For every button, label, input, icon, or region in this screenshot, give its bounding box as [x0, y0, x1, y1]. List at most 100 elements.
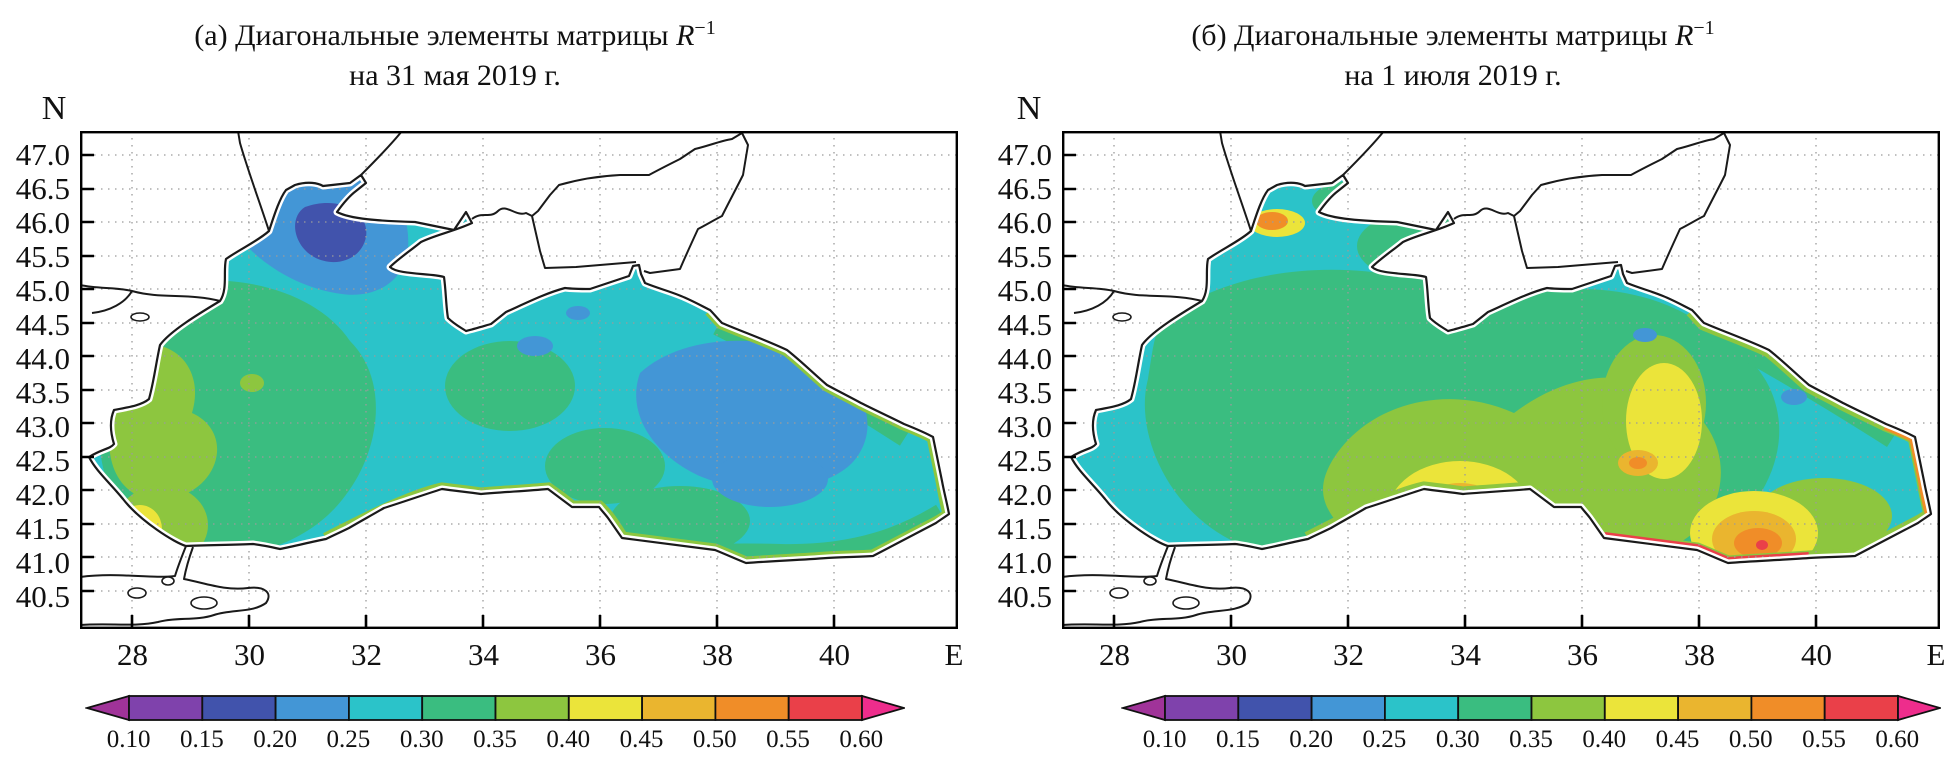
map-panel-a [80, 131, 958, 629]
fill-red-dot1 [1464, 523, 1480, 535]
x-tick-label: 34 [1450, 637, 1481, 672]
y-tick-label: 45.0 [15, 273, 70, 308]
y-tick-label: 45.5 [15, 239, 70, 274]
title-text: (б) Диагональные элементы матрицы [1191, 19, 1668, 52]
east-axis-label: E [1926, 637, 1946, 672]
fill-blue-east-spot3 [1633, 328, 1657, 342]
colorbar-arrow-right [861, 694, 905, 722]
colorbar-seg [1677, 695, 1753, 721]
colorbar-seg [1383, 695, 1460, 721]
lakes-islands [1109, 312, 1200, 610]
y-tick-label: 47.0 [15, 137, 70, 172]
colorbar-tick-label: 0.45 [619, 726, 664, 753]
colorbar-seg [1310, 695, 1386, 721]
title-exponent: −1 [694, 17, 716, 39]
y-tick-label: 42.5 [997, 443, 1052, 478]
x-tick-label: 30 [1216, 637, 1247, 672]
y-tick-label: 41.5 [15, 511, 70, 546]
colorbar-labels-b: 0.10 0.15 0.20 0.25 0.30 0.35 0.40 0.45 0.50 0.55… [1128, 726, 1934, 754]
colorbar-seg [567, 695, 643, 721]
colorbar-seg [714, 695, 790, 721]
fill-yellow-center [1626, 363, 1702, 479]
colorbar-seg [201, 695, 277, 721]
colorbar-tick-label: 0.60 [1875, 726, 1920, 753]
colorbar-tick-label: 0.15 [180, 726, 224, 753]
axis-ticks [80, 153, 836, 629]
colorbar-tick-label: 0.20 [1289, 726, 1334, 753]
north-axis-label: N [41, 90, 67, 127]
colorbar-seg [421, 695, 497, 721]
colorbar-seg [1750, 695, 1826, 721]
land-contours [1062, 131, 1731, 626]
land-contours [80, 131, 749, 626]
y-tick-label: 47.0 [997, 137, 1052, 172]
colorbar-seg [1164, 695, 1240, 721]
panel-a-title-line1: (а) Диагональные элементы матрицы R−1 [5, 8, 905, 56]
fill-orange-center-dot [1629, 457, 1647, 469]
x-tick-label: 28 [1099, 637, 1130, 672]
colorbar-arrow-left [1121, 694, 1166, 722]
title-matrix-symbol: R [1675, 19, 1694, 52]
panel-b: (б) Диагональные элементы матрицы R−1 на… [975, 0, 1949, 763]
colorbar-seg [128, 695, 204, 721]
colorbar-seg [787, 695, 863, 721]
y-tick-label: 43.0 [997, 409, 1052, 444]
title-text: (а) Диагональные элементы матрицы [194, 19, 669, 52]
y-tick-label: 46.5 [15, 171, 70, 206]
fill-yellowgreen-dot [240, 374, 264, 392]
panel-a: (а) Диагональные элементы матрицы R−1 на… [0, 0, 974, 763]
fill-blue-east-basin2 [712, 451, 828, 507]
panel-a-title-line2: на 31 мая 2019 г. [349, 59, 561, 92]
y-tick-label: 46.0 [997, 205, 1052, 240]
fill-yellowgreen-southwest [116, 485, 208, 563]
colorbar-arrow-right [1897, 694, 1941, 722]
colorbar-seg [1530, 695, 1606, 721]
panel-b-title-line2: на 1 июля 2019 г. [1344, 59, 1562, 92]
fill-orange-estuary-core [1256, 212, 1288, 230]
colorbar-tick-label: 0.25 [1362, 726, 1407, 753]
colorbar-tick-label: 0.30 [399, 726, 444, 753]
colorbar-seg [274, 695, 350, 721]
x-tick-label: 32 [1333, 637, 1364, 672]
x-tick-label: 38 [1684, 637, 1715, 672]
longitude-tick-labels: 28 30 32 34 36 38 40 [74, 637, 893, 673]
colorbar-tick-label: 0.25 [326, 726, 371, 753]
y-tick-label: 40.5 [997, 579, 1052, 614]
colorbar-tick-label: 0.55 [1802, 726, 1846, 753]
y-tick-label: 44.5 [997, 307, 1052, 342]
y-tick-label: 45.0 [997, 273, 1052, 308]
lakes-islands [127, 312, 218, 610]
map-frame [1062, 131, 1940, 629]
map-panel-b [1062, 131, 1940, 629]
axis-ticks [1062, 153, 1818, 629]
colorbar-tick-label: 0.35 [473, 726, 517, 753]
y-tick-label: 43.5 [997, 375, 1052, 410]
panel-b-title-line1: (б) Диагональные элементы матрицы R−1 [1003, 8, 1903, 56]
x-tick-label: 32 [351, 637, 382, 672]
colorbar-arrow-left [85, 694, 130, 722]
x-tick-label: 40 [819, 637, 850, 672]
y-tick-label: 44.0 [15, 341, 70, 376]
y-tick-label: 46.5 [997, 171, 1052, 206]
colorbar-tick-label: 0.10 [106, 726, 151, 753]
title-exponent: −1 [1693, 17, 1715, 39]
colorbar-tick-label: 0.50 [1728, 726, 1773, 753]
colorbar-seg [1237, 695, 1313, 721]
y-tick-label: 46.0 [15, 205, 70, 240]
colorbar-seg [1457, 695, 1533, 721]
colorbar-b [1121, 694, 1941, 722]
colorbar-tick-label: 0.35 [1509, 726, 1553, 753]
fill-blue-crimea-south2 [566, 306, 590, 320]
panel-a-title: (а) Диагональные элементы матрицы R−1 на… [5, 8, 905, 96]
north-axis-label: N [1016, 90, 1042, 127]
east-axis-label: E [944, 637, 964, 672]
y-tick-label: 41.0 [15, 545, 70, 580]
fill-yellow-southwest [1388, 461, 1532, 563]
map-frame [80, 131, 958, 629]
y-tick-label: 42.5 [15, 443, 70, 478]
x-tick-label: 40 [1801, 637, 1832, 672]
latitude-tick-labels: 47.0 46.5 46.0 45.5 45.0 44.5 44.0 43.5 43.0 42.5… [2, 137, 74, 614]
x-tick-label: 38 [702, 637, 733, 672]
colorbar-labels-a: 0.10 0.15 0.20 0.25 0.30 0.35 0.40 0.45 0.50 0.55… [92, 726, 898, 754]
